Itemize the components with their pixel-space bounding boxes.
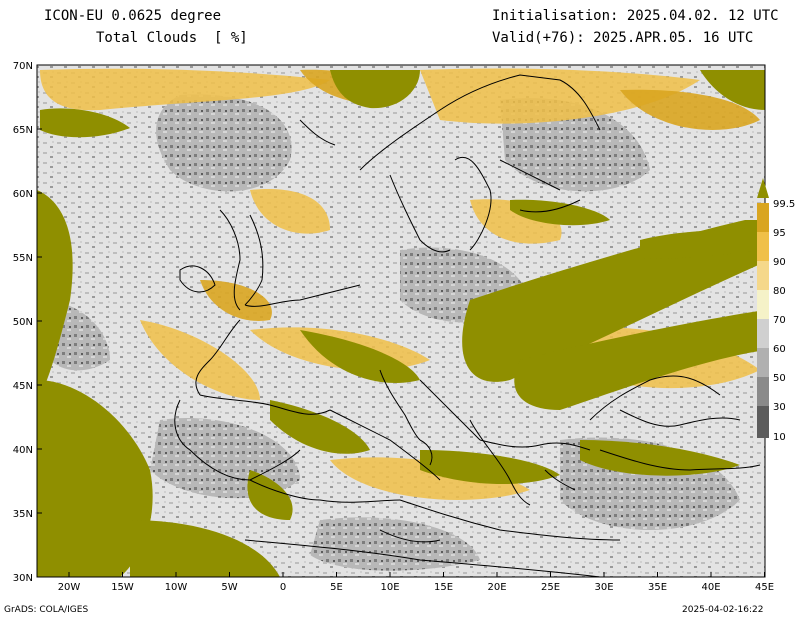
legend-level-label: 80 bbox=[773, 286, 786, 297]
legend-level-label: 50 bbox=[773, 373, 786, 384]
lon-label: 20E bbox=[487, 582, 506, 593]
legend-level-label: 70 bbox=[773, 315, 786, 326]
valid-time: Valid(+76): 2025.APR.05. 16 UTC bbox=[492, 30, 754, 46]
lat-label: 70N bbox=[13, 61, 33, 72]
legend-swatch-70 bbox=[757, 290, 769, 319]
map-title: ICON-EU 0.0625 degree bbox=[44, 8, 222, 24]
legend-level-label: 99.5 bbox=[773, 199, 795, 210]
legend-level-label: 90 bbox=[773, 257, 786, 268]
legend-level-label: 60 bbox=[773, 344, 786, 355]
legend-swatch-60 bbox=[757, 319, 769, 348]
lon-label: 35E bbox=[648, 582, 667, 593]
lon-label: 45E bbox=[755, 582, 774, 593]
footer-credit: GrADS: COLA/IGES bbox=[4, 605, 89, 615]
legend-level-label: 30 bbox=[773, 402, 786, 413]
legend-over-triangle bbox=[757, 178, 769, 198]
lat-label: 40N bbox=[13, 445, 33, 456]
lon-label: 0 bbox=[280, 582, 286, 593]
lat-label: 65N bbox=[13, 125, 33, 136]
lon-label: 5W bbox=[221, 582, 237, 593]
lon-label: 5E bbox=[330, 582, 343, 593]
legend-swatch-50 bbox=[757, 348, 769, 377]
lat-label: 35N bbox=[13, 509, 33, 520]
legend-swatch-30 bbox=[757, 377, 769, 406]
lat-label: 55N bbox=[13, 253, 33, 264]
legend-swatch-90 bbox=[757, 232, 769, 261]
legend-swatch-10 bbox=[757, 406, 769, 438]
variable-label: Total Clouds [ %] bbox=[96, 30, 248, 46]
lat-label: 45N bbox=[13, 381, 33, 392]
lon-label: 10E bbox=[380, 582, 399, 593]
initialisation-time: Initialisation: 2025.04.02. 12 UTC bbox=[492, 8, 779, 24]
latitude-axis: 70N 65N 60N 55N 50N 45N 40N 35N 30N bbox=[13, 61, 42, 584]
legend-level-label: 95 bbox=[773, 228, 786, 239]
lon-label: 15E bbox=[434, 582, 453, 593]
lon-label: 15W bbox=[111, 582, 134, 593]
legend-swatch-95 bbox=[757, 203, 769, 232]
lat-label: 60N bbox=[13, 189, 33, 200]
colorbar-legend: 99.5 95 90 80 70 60 50 30 10 bbox=[757, 178, 795, 443]
footer-timestamp: 2025-04-02-16:22 bbox=[682, 605, 764, 615]
lon-label: 25E bbox=[541, 582, 560, 593]
lat-label: 30N bbox=[13, 573, 33, 584]
lon-label: 30E bbox=[594, 582, 613, 593]
longitude-axis: 20W 15W 10W 5W 0 5E 10E 15E 20E 25E 30E 35E 40E 45E bbox=[58, 572, 774, 593]
lon-label: 10W bbox=[165, 582, 188, 593]
legend-swatch-80 bbox=[757, 261, 769, 290]
legend-level-label: 10 bbox=[773, 432, 786, 443]
map-field bbox=[37, 65, 765, 577]
lon-label: 20W bbox=[58, 582, 81, 593]
lat-label: 50N bbox=[13, 317, 33, 328]
lon-label: 40E bbox=[701, 582, 720, 593]
